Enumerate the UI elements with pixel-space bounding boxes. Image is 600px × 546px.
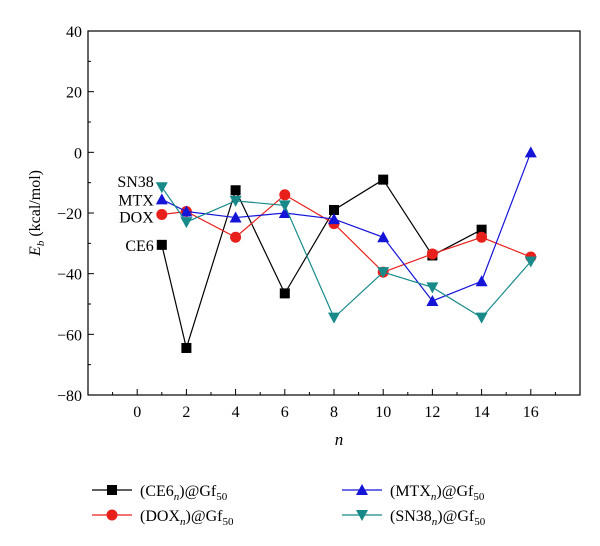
legend-marker-sn38 [356,510,368,521]
x-tick-label: 14 [474,404,490,421]
data-point-mtx [278,207,291,218]
data-point-mtx [377,231,390,243]
legend-item-ce6: (CE6n)@Gf50 [92,483,228,503]
series-line-sn38 [161,186,532,319]
legend-item-mtx: (MTXn)@Gf50 [342,483,485,503]
y-tick-label: 20 [66,85,82,102]
legend-label-ce6: (CE6n)@Gf50 [140,483,228,503]
data-point-mtx [426,294,439,306]
data-point-ce6 [230,185,241,196]
data-point-ce6 [476,224,487,235]
data-point-mtx [180,205,193,217]
data-point-ce6 [279,288,290,299]
y-tick-label: 0 [74,145,82,162]
data-point-dox [230,231,242,243]
annotation-ce6: CE6 [125,238,153,255]
data-point-mtx [475,275,488,287]
legend-marker-mtx [356,484,368,495]
series-line-mtx [161,152,532,302]
legend-label-dox: (DOXn)@Gf50 [140,508,234,528]
series-layer [155,146,537,353]
data-point-sn38 [426,282,439,294]
x-tick-label: 0 [133,404,141,421]
data-point-sn38 [328,312,340,324]
data-point-sn38 [180,217,193,229]
data-point-mtx [524,146,537,158]
data-point-ce6 [378,174,389,185]
legend-marker-ce6 [107,485,117,495]
y-tick-label: −80 [57,388,82,405]
x-tick-label: 12 [424,404,440,421]
x-tick-label: 10 [375,404,391,421]
data-point-mtx [155,193,168,205]
data-point-dox [426,248,438,260]
x-tick-label: 6 [281,404,289,421]
data-point-mtx [229,211,242,223]
legend-label-mtx: (MTXn)@Gf50 [390,483,485,503]
series-ce6 [156,174,487,353]
y-axis-label: Eb(kcal/mol) [27,170,47,257]
annotation-mtx: MTX [118,192,154,209]
x-tick-label: 2 [182,404,190,421]
y-tick-label: −60 [57,327,82,344]
data-point-dox [279,189,291,201]
legend-item-sn38: (SN38n)@Gf50 [342,508,486,528]
legend: (CE6n)@Gf50 (DOXn)@Gf50 (MTXn)@Gf50 (SN38n)… [92,483,486,528]
data-point-ce6 [329,204,339,215]
data-point-sn38 [155,182,168,194]
data-point-sn38 [278,200,291,212]
x-tick-label: 16 [523,404,539,421]
legend-item-dox: (DOXn)@Gf50 [92,508,234,528]
x-tick-label: 8 [330,404,338,421]
x-axis: 0 2 4 6 8 10 12 14 16 [87,389,581,421]
x-axis-label: n [335,430,344,449]
data-point-dox [476,231,488,243]
data-point-sn38 [524,256,537,268]
series-mtx [155,146,537,306]
annotation-dox: DOX [119,210,154,227]
data-point-ce6 [181,342,192,353]
data-point-sn38 [229,195,242,207]
series-line-ce6 [161,178,482,351]
x-tick-label: 4 [232,404,240,421]
y-axis: −80 −60 −40 −20 0 20 40 [57,24,94,405]
annotation-sn38: SN38 [117,174,153,191]
data-point-sn38 [475,312,488,324]
legend-label-sn38: (SN38n)@Gf50 [390,508,486,528]
data-point-ce6 [156,239,167,250]
series-sn38 [155,182,537,324]
y-tick-label: −40 [57,267,82,284]
data-point-mtx [328,213,340,225]
data-point-dox [156,209,168,221]
data-point-sn38 [377,267,390,279]
legend-marker-dox [106,509,118,521]
y-tick-label: 40 [66,24,82,41]
y-tick-label: −20 [57,206,82,223]
